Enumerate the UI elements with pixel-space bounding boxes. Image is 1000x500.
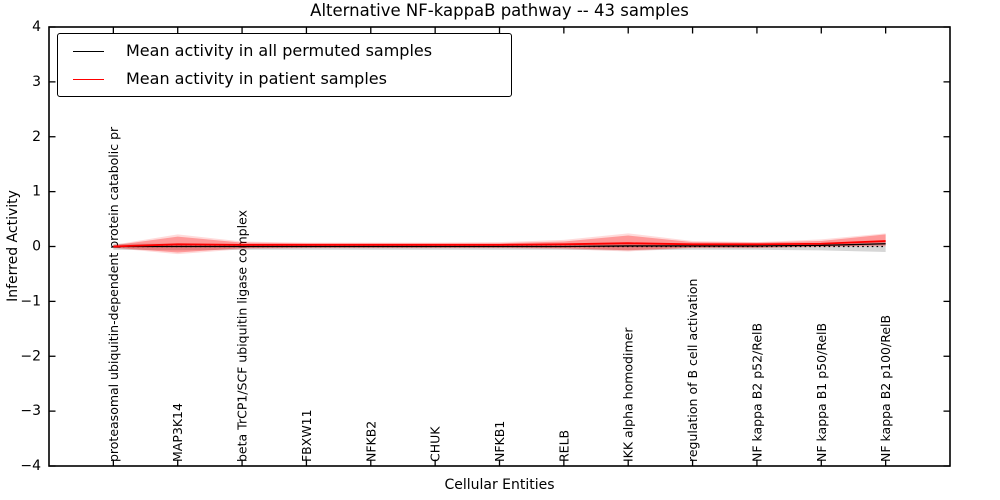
legend-entry-permuted: Mean activity in all permuted samples [58, 40, 511, 62]
x-tick-label: NF kappa B2 p100/RelB [878, 315, 893, 462]
y-tick-label: 0 [32, 239, 41, 255]
x-tick-label: NFKB1 [492, 421, 507, 462]
x-tick-label: regulation of B cell activation [685, 279, 700, 462]
y-tick-label: −3 [20, 403, 41, 419]
patient-line-sample [73, 78, 104, 80]
x-tick-label: NF kappa B1 p50/RelB [814, 323, 829, 462]
y-tick-label: 2 [32, 129, 41, 145]
x-axis-label: Cellular Entities [444, 477, 555, 493]
data-series [113, 233, 886, 255]
legend-label-patient: Mean activity in patient samples [126, 69, 387, 88]
patient-confidence-band-outer [113, 233, 886, 255]
y-tick-label: −4 [20, 458, 41, 474]
x-tick-label: IKK alpha homodimer [621, 327, 636, 462]
x-tick-label: beta TrCP1/SCF ubiquitin ligase complex [235, 210, 250, 462]
y-tick-labels: 4 3 2 1 0 −1 −2 −3 −4 [20, 19, 41, 474]
legend-label-permuted: Mean activity in all permuted samples [126, 41, 433, 60]
x-tick-labels: proteasomal ubiquitin-dependent protein … [106, 126, 893, 462]
y-tick-label: 4 [32, 19, 41, 35]
y-tick-label: 3 [32, 74, 41, 90]
legend-entry-patient: Mean activity in patient samples [58, 68, 511, 90]
x-tick-label: MAP3K14 [170, 403, 185, 462]
y-tick-label: −1 [20, 293, 41, 309]
permuted-mean-line [113, 243, 886, 248]
axis-ticks [49, 26, 950, 467]
legend: Mean activity in all permuted samples Me… [57, 33, 512, 97]
patient-mean-line [113, 240, 886, 248]
patient-confidence-band [113, 234, 886, 253]
x-tick-label: proteasomal ubiquitin-dependent protein … [106, 126, 121, 462]
y-tick-label: 1 [32, 184, 41, 200]
x-tick-label: NFKB2 [363, 421, 378, 462]
chart-title: Alternative NF-kappaB pathway -- 43 samp… [310, 1, 689, 20]
x-tick-label: CHUK [428, 426, 443, 462]
x-tick-label: RELB [556, 430, 571, 462]
x-tick-label: NF kappa B2 p52/RelB [749, 323, 764, 462]
permuted-line-sample [73, 50, 104, 52]
y-tick-label: −2 [20, 348, 41, 364]
x-tick-label: FBXW11 [299, 409, 314, 462]
